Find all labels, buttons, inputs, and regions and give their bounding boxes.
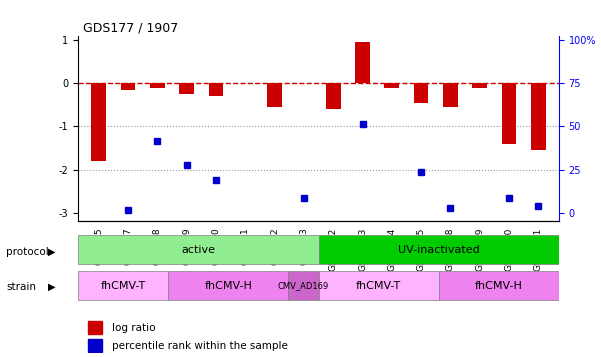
Text: log ratio: log ratio [112,323,155,333]
FancyBboxPatch shape [439,271,559,300]
Text: fhCMV-T: fhCMV-T [356,281,401,291]
Bar [502,83,516,144]
Text: protocol: protocol [6,247,49,257]
Bar [150,83,165,87]
Text: ▶: ▶ [48,282,55,292]
Text: percentile rank within the sample: percentile rank within the sample [112,341,288,351]
FancyBboxPatch shape [78,271,168,300]
Text: active: active [182,245,215,255]
Bar [355,42,370,83]
FancyBboxPatch shape [288,271,319,300]
FancyBboxPatch shape [319,236,559,264]
Bar [531,83,546,150]
Text: fhCMV-T: fhCMV-T [100,281,146,291]
FancyBboxPatch shape [78,236,319,264]
Text: GDS177 / 1907: GDS177 / 1907 [83,21,178,35]
Bar [472,83,487,87]
Bar [121,83,135,90]
Bar [88,339,102,352]
Text: fhCMV-H: fhCMV-H [475,281,523,291]
Text: CMV_AD169: CMV_AD169 [278,281,329,290]
Text: ▶: ▶ [48,247,55,257]
Bar [179,83,194,94]
Bar [443,83,458,107]
Text: strain: strain [6,282,36,292]
Text: fhCMV-H: fhCMV-H [204,281,252,291]
Bar [385,83,399,87]
Bar [414,83,429,102]
Text: UV-inactivated: UV-inactivated [398,245,480,255]
FancyBboxPatch shape [319,271,439,300]
Bar [88,321,102,334]
Bar [209,83,223,96]
FancyBboxPatch shape [168,271,288,300]
Bar [91,83,106,161]
Bar [326,83,341,109]
Bar [267,83,282,107]
